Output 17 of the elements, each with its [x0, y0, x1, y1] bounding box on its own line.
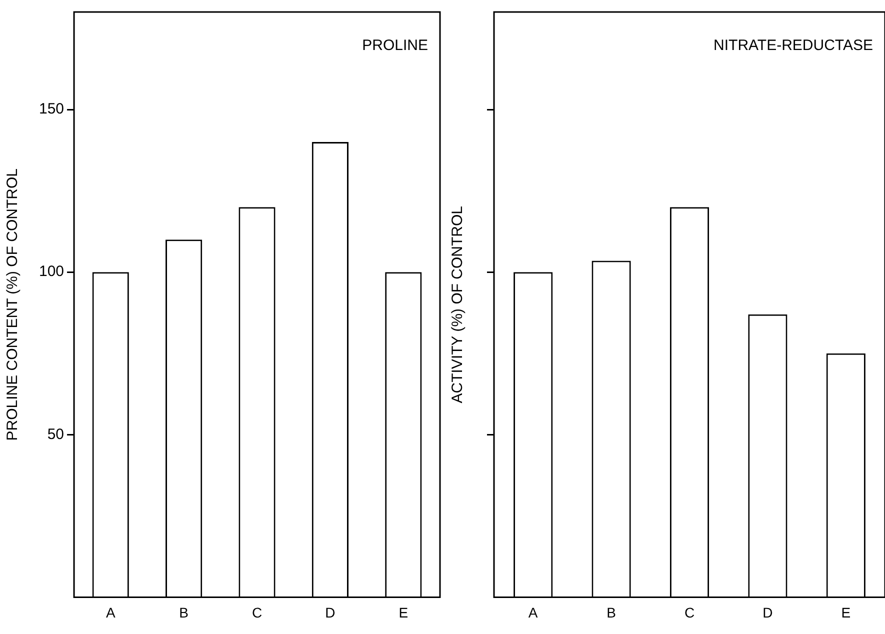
x-tick-label: B: [179, 604, 188, 620]
y-tick-label: 100: [38, 263, 64, 280]
x-tick-label: C: [252, 604, 262, 620]
text: NITRATE-REDUCTASE: [714, 37, 873, 54]
x-tick-label: E: [841, 604, 851, 620]
y-axis-title: PROLINE CONTENT (%) OF CONTROL: [4, 168, 22, 441]
text: PROLINE: [362, 37, 428, 54]
x-tick-label: A: [106, 604, 116, 620]
x-tick-label: E: [398, 604, 408, 620]
x-tick-label: D: [325, 604, 336, 620]
y-axis-title: ACTIVITY (%) OF CONTROL: [449, 206, 466, 404]
x-tick-label: C: [684, 604, 695, 620]
x-tick-label: D: [762, 604, 773, 620]
y-tick-label: 150: [38, 100, 64, 118]
x-tick-label: A: [528, 604, 538, 620]
y-tick-label: 50: [47, 426, 64, 443]
x-tick-label: B: [606, 604, 616, 620]
